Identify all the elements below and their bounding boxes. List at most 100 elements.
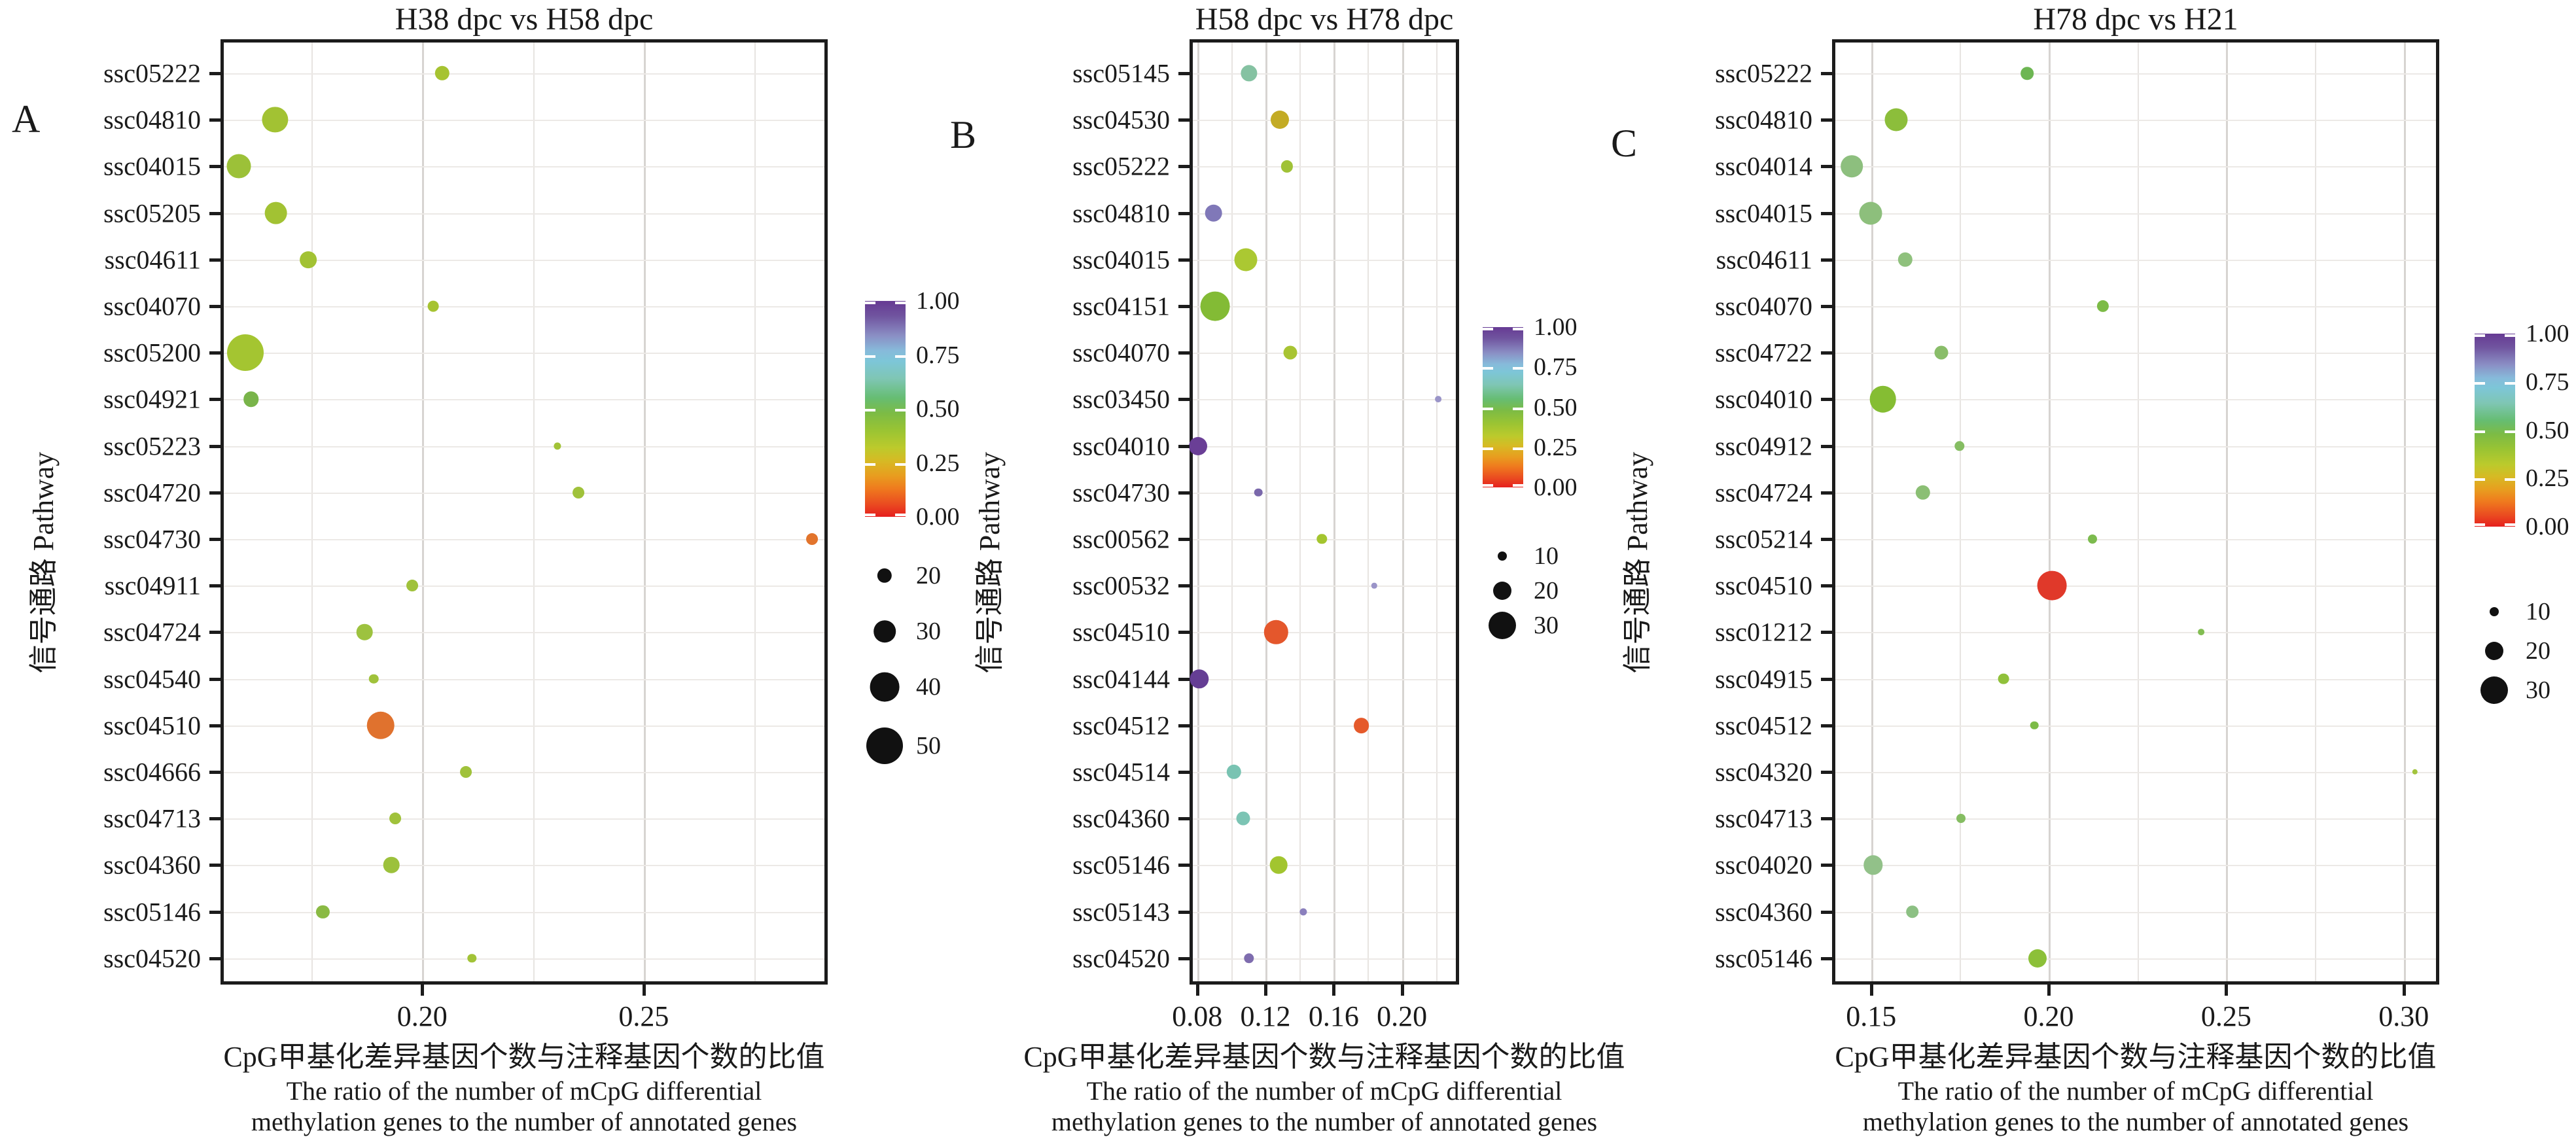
- y-gridline: [1193, 492, 1456, 494]
- data-point: [1205, 204, 1223, 222]
- data-point: [467, 954, 476, 963]
- x-axis-title-en1: The ratio of the number of mCpG differen…: [286, 1076, 762, 1106]
- colorbar-tick-right: [895, 514, 906, 516]
- y-tick-label: ssc04530: [1072, 105, 1170, 135]
- colorbar-tick-label: 0.00: [2526, 513, 2569, 540]
- data-point: [316, 905, 330, 918]
- y-gridline: [1193, 725, 1456, 727]
- y-tick-label: ssc04540: [103, 664, 201, 694]
- data-point: [406, 580, 419, 592]
- data-point: [2088, 534, 2098, 544]
- size-legend-dot: [877, 568, 892, 584]
- y-gridline: [1193, 120, 1456, 122]
- data-point: [2412, 769, 2418, 775]
- y-tick-mark: [1821, 584, 1832, 588]
- x-tick-label: 0.25: [618, 1000, 669, 1032]
- data-point: [1236, 811, 1250, 826]
- data-point: [1244, 953, 1254, 964]
- y-tick-label: ssc04144: [1072, 664, 1170, 694]
- colorbar-tick-right: [2505, 430, 2515, 433]
- colorbar-tick-right: [2505, 334, 2515, 337]
- y-tick-mark: [209, 724, 221, 727]
- y-tick-mark: [1821, 351, 1832, 355]
- y-gridline: [224, 678, 824, 680]
- y-tick-label: ssc04070: [103, 291, 201, 321]
- y-gridline: [1835, 586, 2436, 587]
- y-tick-mark: [1178, 724, 1190, 727]
- y-gridline: [1835, 632, 2436, 634]
- y-gridline: [1193, 399, 1456, 401]
- y-tick-mark: [209, 211, 221, 215]
- qvalue-colorbar: [1483, 327, 1523, 487]
- y-tick-mark: [1178, 491, 1190, 495]
- size-legend-dot: [873, 620, 896, 642]
- y-tick-label: ssc04015: [1715, 198, 1812, 228]
- colorbar-tick-left: [865, 355, 875, 358]
- y-tick-label: ssc04360: [1072, 803, 1170, 833]
- y-gridline: [224, 259, 824, 261]
- data-point: [434, 65, 450, 81]
- y-tick-mark: [209, 864, 221, 867]
- x-axis-title-en2: methylation genes to the number of annot…: [251, 1107, 798, 1136]
- y-tick-label: ssc04360: [1715, 897, 1812, 927]
- colorbar-tick-right: [1513, 328, 1523, 330]
- size-legend-label: 40: [916, 673, 941, 701]
- y-tick-mark: [209, 351, 221, 355]
- x-tick-label: 0.20: [1377, 1000, 1428, 1032]
- y-tick-mark: [1821, 631, 1832, 635]
- data-point: [573, 486, 585, 499]
- y-tick-label: ssc05146: [1072, 850, 1170, 880]
- x-tick-mark: [1264, 985, 1268, 996]
- y-tick-mark: [1821, 72, 1832, 75]
- plot-area: [1188, 39, 1459, 985]
- y-tick-label: ssc05146: [103, 897, 201, 927]
- data-point: [1435, 396, 1442, 403]
- size-legend-label: 30: [2526, 676, 2550, 704]
- y-gridline: [224, 166, 824, 168]
- y-tick-mark: [1821, 491, 1832, 495]
- colorbar-tick-label: 0.00: [1534, 474, 1578, 501]
- y-tick-label: ssc04722: [1715, 338, 1812, 368]
- colorbar-tick-left: [1483, 328, 1493, 330]
- x-axis-title-en2: methylation genes to the number of annot…: [1862, 1107, 2409, 1136]
- x-axis-title: CpG甲基化差异基因个数与注释基因个数的比值 The ratio of the n…: [1023, 1039, 1625, 1137]
- size-legend-dot: [866, 727, 903, 764]
- y-tick-mark: [1178, 864, 1190, 867]
- y-gridline: [224, 539, 824, 540]
- colorbar-tick-right: [895, 302, 906, 304]
- x-gridline-major: [2403, 43, 2406, 981]
- colorbar-tick-left: [2475, 478, 2485, 481]
- colorbar-tick-right: [895, 409, 906, 411]
- y-tick-mark: [1178, 398, 1190, 402]
- y-tick-label: ssc04730: [1072, 478, 1170, 508]
- y-gridline: [1193, 353, 1456, 355]
- y-tick-label: ssc04070: [1715, 291, 1812, 321]
- qvalue-colorbar: [2475, 334, 2515, 527]
- colorbar-tick-label: 0.00: [916, 503, 960, 531]
- x-tick-label: 0.20: [397, 1000, 448, 1032]
- x-tick-mark: [421, 985, 425, 996]
- data-point: [1281, 160, 1294, 173]
- y-tick-mark: [1821, 817, 1832, 821]
- y-gridline: [1835, 911, 2436, 913]
- colorbar-tick-right: [1513, 484, 1523, 487]
- y-tick-mark: [1821, 398, 1832, 402]
- y-gridline: [1193, 958, 1456, 960]
- x-axis-title-cn: CpG甲基化差异基因个数与注释基因个数的比值: [223, 1041, 825, 1073]
- y-tick-label: ssc04713: [103, 803, 201, 833]
- x-gridline-minor: [533, 43, 535, 981]
- y-tick-label: ssc04611: [104, 245, 201, 275]
- colorbar-tick-right: [2505, 523, 2515, 526]
- y-tick-label: ssc03450: [1072, 384, 1170, 414]
- y-tick-mark: [1821, 305, 1832, 308]
- colorbar-tick-label: 0.75: [916, 341, 960, 369]
- y-tick-mark: [1821, 118, 1832, 122]
- colorbar-tick-right: [1513, 367, 1523, 370]
- y-tick-label: ssc00532: [1072, 570, 1170, 601]
- colorbar-tick-label: 1.00: [1534, 313, 1578, 341]
- y-tick-label: ssc04510: [1715, 570, 1812, 601]
- y-tick-label: ssc04810: [1072, 198, 1170, 228]
- data-point: [369, 674, 379, 684]
- x-tick-label: 0.15: [1846, 1000, 1897, 1032]
- data-point: [1188, 436, 1207, 455]
